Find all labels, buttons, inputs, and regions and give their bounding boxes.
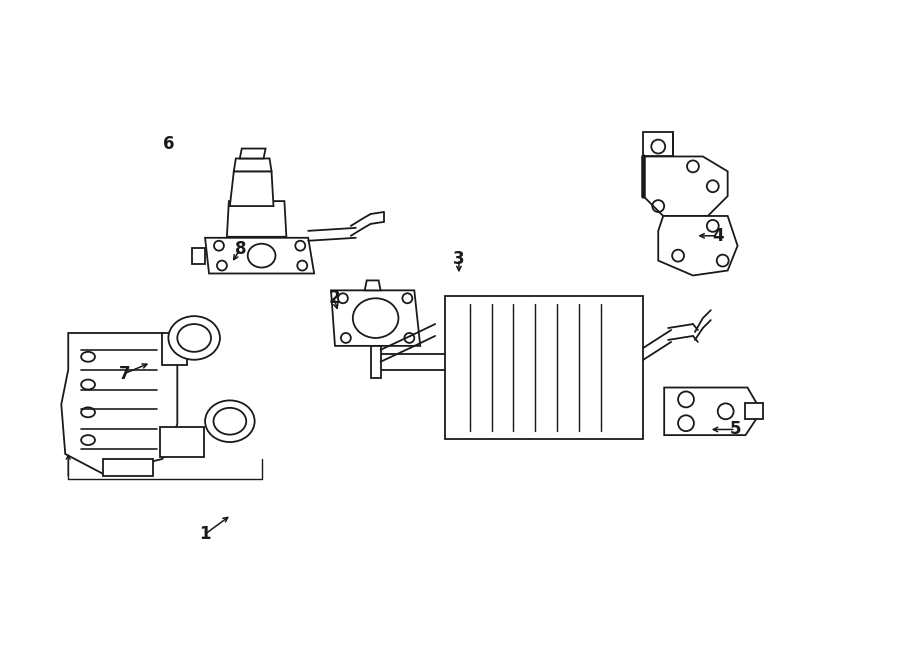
Polygon shape [364, 281, 381, 291]
Polygon shape [745, 403, 763, 419]
Polygon shape [644, 156, 728, 216]
Polygon shape [227, 201, 286, 237]
Text: 1: 1 [199, 526, 211, 544]
Text: 3: 3 [453, 250, 464, 268]
Polygon shape [644, 132, 673, 156]
Polygon shape [445, 297, 644, 439]
Polygon shape [331, 291, 420, 346]
Text: 8: 8 [235, 240, 246, 258]
Polygon shape [205, 238, 314, 273]
Polygon shape [239, 148, 266, 158]
Polygon shape [160, 427, 204, 457]
Polygon shape [162, 333, 187, 365]
Polygon shape [658, 216, 738, 275]
Ellipse shape [205, 401, 255, 442]
Ellipse shape [168, 316, 220, 359]
Text: 7: 7 [119, 365, 130, 383]
Polygon shape [664, 387, 761, 435]
Polygon shape [234, 158, 272, 171]
Polygon shape [193, 248, 205, 263]
Polygon shape [61, 333, 177, 474]
Polygon shape [371, 346, 381, 377]
Text: 2: 2 [328, 289, 340, 307]
Polygon shape [103, 459, 152, 476]
Polygon shape [230, 171, 274, 206]
Text: 5: 5 [730, 420, 742, 438]
Text: 4: 4 [712, 227, 724, 245]
Text: 6: 6 [163, 135, 175, 153]
